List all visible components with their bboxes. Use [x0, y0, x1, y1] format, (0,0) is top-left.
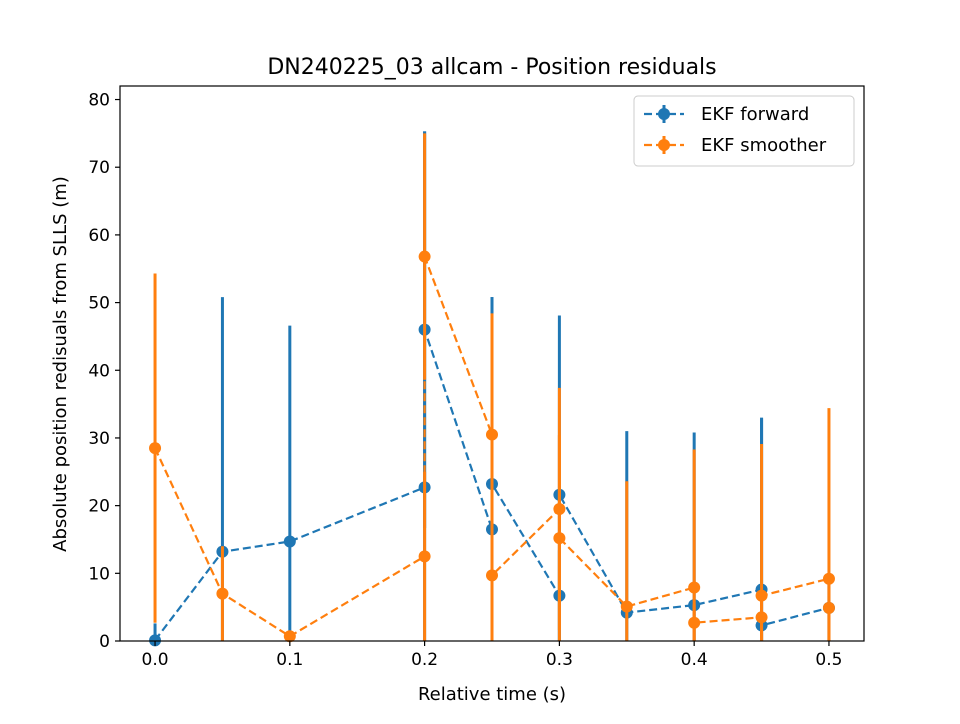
x-tick-label: 0.5 — [815, 650, 842, 670]
data-point — [486, 428, 498, 441]
x-tick-label: 0.0 — [142, 650, 169, 670]
legend-box — [633, 95, 855, 167]
data-point — [418, 250, 431, 263]
data-point — [553, 503, 566, 516]
y-tick-label: 60 — [88, 226, 110, 246]
data-point — [755, 611, 768, 624]
axes-layer: 0.0 0.1 0.2 0.3 0.4 0.5 0 10 20 30 40 50 60 70 80 — [88, 85, 865, 670]
y-tick-label: 80 — [88, 91, 110, 111]
y-tick-label: 0 — [99, 632, 110, 652]
data-point — [216, 587, 229, 600]
data-point — [553, 532, 566, 545]
data-point — [149, 634, 162, 647]
legend-marker — [658, 139, 670, 151]
y-tick-label: 40 — [88, 361, 110, 381]
data-point — [149, 442, 162, 455]
y-tick-label: 30 — [88, 429, 110, 449]
chart-title: DN240225_03 allcam - Position residuals — [267, 55, 716, 80]
data-point — [688, 616, 701, 629]
series-line — [154, 329, 830, 641]
plot-frame — [119, 85, 865, 642]
x-tick-label: 0.4 — [681, 650, 708, 670]
x-tick-label: 0.2 — [411, 650, 438, 670]
x-axis-label: Relative time (s) — [418, 684, 566, 705]
data-point — [688, 581, 701, 594]
series-layer — [149, 131, 835, 647]
data-point — [283, 535, 296, 548]
data-point — [755, 589, 768, 602]
data-point — [486, 569, 498, 582]
legend: EKF forward EKF smoother — [633, 95, 855, 167]
data-point — [620, 600, 633, 613]
legend-marker — [658, 108, 670, 120]
data-point — [283, 630, 296, 643]
data-point — [822, 601, 835, 614]
y-tick-label: 20 — [88, 497, 110, 517]
legend-label: EKF smoother — [701, 135, 827, 156]
y-tick-label: 10 — [88, 564, 110, 584]
series-1 — [149, 133, 835, 643]
x-tick-label: 0.1 — [276, 650, 303, 670]
x-tick-label: 0.3 — [546, 650, 573, 670]
series-line — [154, 256, 831, 638]
legend-label: EKF forward — [701, 104, 809, 125]
y-tick-label: 70 — [88, 158, 110, 178]
y-axis-label: Absolute position redisuals from SLLS (m… — [50, 176, 71, 552]
data-point — [418, 550, 431, 563]
data-point — [822, 572, 835, 585]
y-tick-label: 50 — [88, 294, 110, 314]
